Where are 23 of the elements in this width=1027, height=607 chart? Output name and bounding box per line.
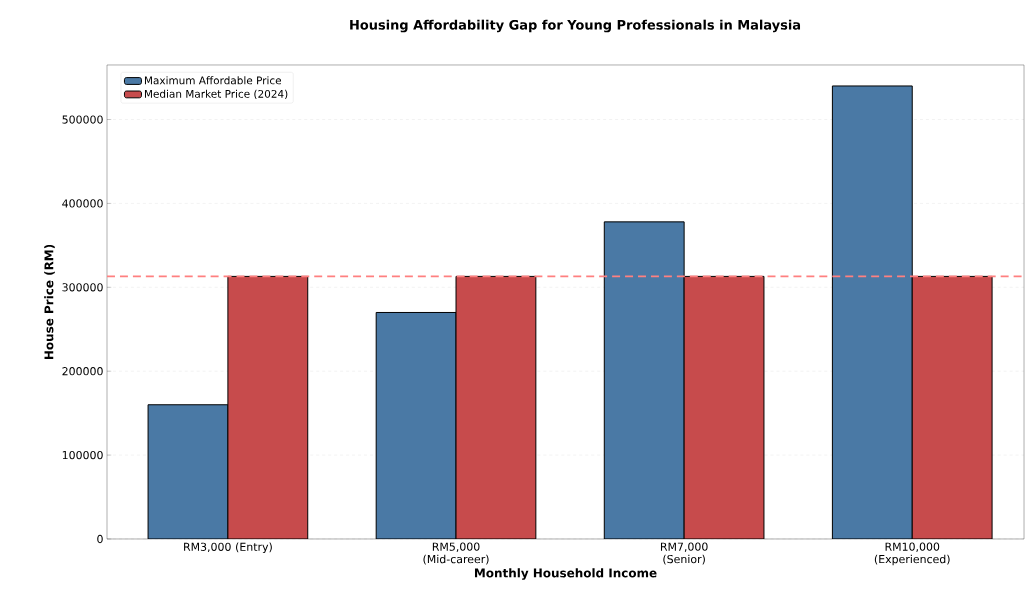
bar bbox=[911, 275, 993, 539]
bar bbox=[455, 275, 537, 539]
legend-label: Maximum Affordable Price bbox=[144, 76, 282, 85]
y-tick-label: 200000 bbox=[62, 367, 103, 376]
x-tick-label: RM5,000 (Mid-career) bbox=[423, 542, 489, 565]
bar bbox=[147, 404, 229, 539]
y-axis-title: House Price (RM) bbox=[44, 244, 55, 360]
legend-label: Median Market Price (2024) bbox=[144, 89, 288, 100]
y-tick-label: 300000 bbox=[62, 283, 103, 292]
bar bbox=[684, 276, 764, 539]
bar bbox=[375, 311, 457, 539]
x-axis-title: Monthly Household Income bbox=[475, 568, 657, 580]
y-tick-label: 0 bbox=[97, 534, 103, 544]
bar bbox=[227, 275, 309, 539]
y-tick-label: 500000 bbox=[62, 115, 103, 124]
y-tick-label: 100000 bbox=[62, 450, 103, 460]
bar bbox=[831, 85, 913, 539]
x-tick-label: RM7,000 (Senior) bbox=[660, 542, 708, 565]
bar bbox=[604, 221, 685, 539]
x-tick-label: RM3,000 (Entry) bbox=[184, 542, 272, 554]
y-tick-label: 400000 bbox=[62, 199, 103, 208]
chart-title: Housing Affordability Gap for Young Professionals in Malaysia bbox=[350, 19, 801, 33]
x-tick-label: RM10,000 (Experienced) bbox=[874, 542, 950, 566]
